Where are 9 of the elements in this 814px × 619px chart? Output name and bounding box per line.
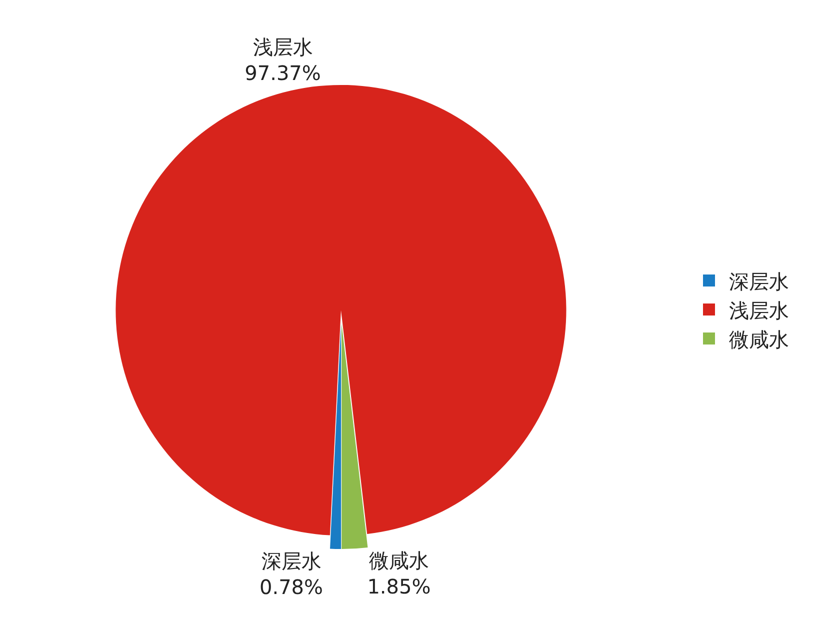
data-label: 97.37%	[244, 61, 321, 86]
data-label: 1.85%	[367, 574, 431, 599]
legend-label: 浅层水	[729, 298, 789, 322]
legend-label: 微咸水	[729, 327, 789, 352]
data-label: 0.78%	[259, 574, 324, 599]
slice-label: 深层水	[261, 548, 322, 573]
slice-label: 浅层水	[252, 35, 313, 60]
legend-label: 深层水	[729, 269, 789, 294]
slice-label: 微咸水	[368, 548, 429, 573]
